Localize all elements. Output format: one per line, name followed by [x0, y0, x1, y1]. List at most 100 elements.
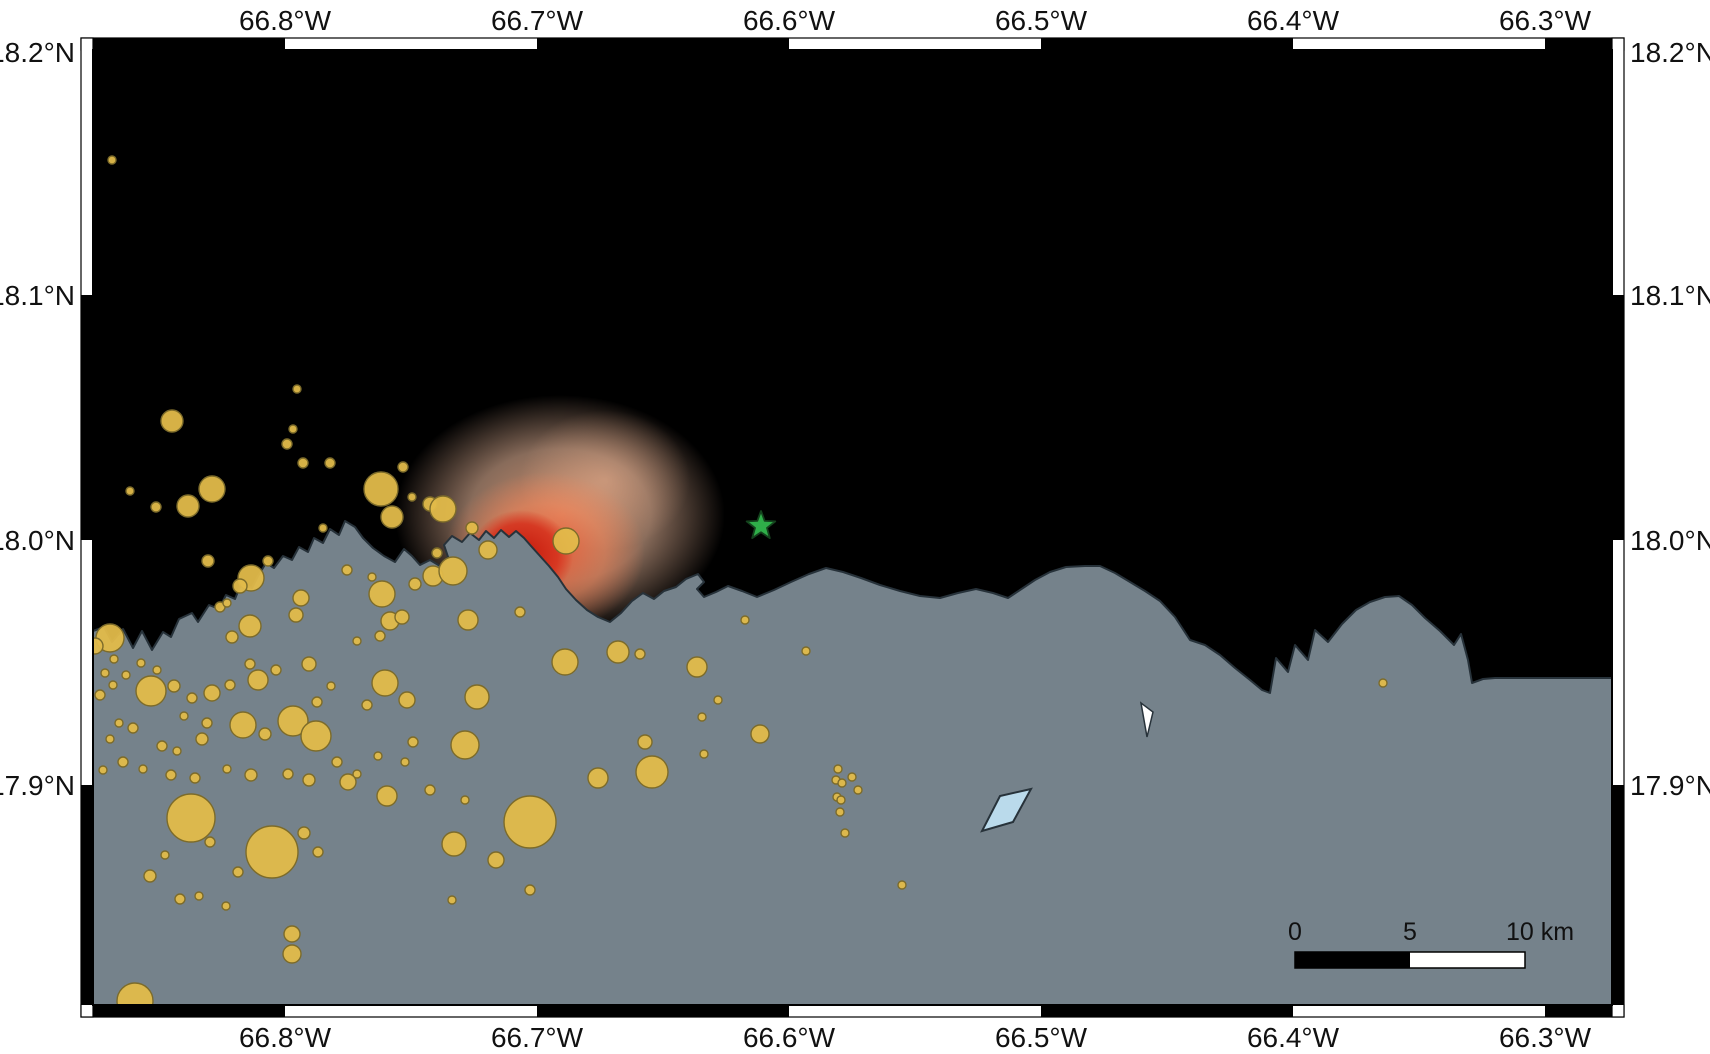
earthquake-marker [524, 884, 536, 896]
earthquake-marker [222, 598, 232, 608]
earthquake-marker [376, 785, 398, 807]
sea-polygon [93, 520, 1612, 1005]
earthquake-marker [281, 438, 293, 450]
earthquake-marker [282, 768, 294, 780]
frame-tick-segment [1545, 38, 1612, 50]
lon-tick-label-top: 66.6°W [743, 5, 836, 36]
earthquake-marker [465, 521, 479, 535]
frame-tick-segment [1041, 1005, 1293, 1017]
earthquake-marker [301, 656, 317, 672]
earthquake-marker [143, 869, 157, 883]
earthquake-marker [262, 555, 274, 567]
frame-tick-segment [93, 38, 285, 50]
earthquake-marker [408, 577, 422, 591]
earthquake-marker [277, 705, 309, 737]
lat-tick-label-left: 18.2°N [0, 37, 75, 68]
frame-tick-segment [81, 785, 93, 1005]
earthquake-marker [297, 457, 309, 469]
earthquake-marker [552, 527, 580, 555]
sea-layer [93, 520, 1612, 1005]
earthquake-marker [135, 675, 167, 707]
earthquake-marker [740, 615, 750, 625]
earthquake-marker [394, 609, 410, 625]
earthquake-marker [637, 734, 653, 750]
earthquake-marker [94, 689, 106, 701]
earthquake-marker [201, 554, 215, 568]
data-gap-sliver [1139, 701, 1154, 738]
frame-tick-segment [93, 1005, 285, 1017]
earthquake-marker [204, 836, 216, 848]
earthquake-marker [244, 658, 256, 670]
earthquake-marker [478, 540, 498, 560]
earthquake-marker [98, 765, 108, 775]
earthquake-marker [352, 636, 362, 646]
earthquake-marker [114, 718, 124, 728]
earthquake-marker [283, 925, 301, 943]
earthquake-marker [125, 486, 135, 496]
earthquake-marker [232, 866, 244, 878]
lon-tick-label-bottom: 66.4°W [1247, 1022, 1340, 1053]
earthquake-marker [853, 785, 863, 795]
earthquake-marker [373, 751, 383, 761]
earthquake-marker [311, 696, 323, 708]
earthquake-marker [245, 825, 299, 879]
earthquake-marker [398, 691, 416, 709]
earthquake-marker [288, 424, 298, 434]
earthquake-marker [297, 826, 311, 840]
earthquake-marker [152, 665, 162, 675]
earthquake-marker [847, 772, 857, 782]
earthquake-marker [186, 692, 198, 704]
earthquake-marker [150, 501, 162, 513]
earthquake-marker [165, 769, 177, 781]
earthquake-marker [224, 679, 236, 691]
earthquake-marker [195, 732, 209, 746]
earthquake-marker [713, 695, 723, 705]
earthquake-marker [341, 564, 353, 576]
scalebar-label: 5 [1403, 918, 1417, 946]
earthquake-marker [487, 851, 505, 869]
earthquake-marker [450, 730, 480, 760]
earthquake-marker [836, 795, 846, 805]
earthquake-marker [176, 494, 200, 518]
lon-tick-label-top: 66.8°W [239, 5, 332, 36]
earthquake-marker [424, 784, 436, 796]
earthquake-marker [116, 982, 154, 1005]
lat-tick-label-left: 17.9°N [0, 770, 75, 801]
earthquake-marker [222, 764, 232, 774]
earthquake-marker [127, 722, 139, 734]
earthquake-marker [367, 572, 377, 582]
mainshock-star-icon [745, 510, 777, 539]
earthquake-marker [107, 155, 117, 165]
earthquake-marker [457, 609, 479, 631]
earthquake-marker [318, 523, 328, 533]
earthquake-marker [397, 461, 409, 473]
earthquake-marker [166, 793, 216, 843]
earthquake-marker [189, 772, 201, 784]
earthquake-marker [232, 578, 248, 594]
earthquake-marker [93, 637, 104, 655]
lon-tick-label-top: 66.5°W [995, 5, 1088, 36]
map-content: 0 5 10 km [93, 50, 1612, 1005]
earthquake-marker [503, 795, 557, 849]
earthquake-marker [282, 944, 302, 964]
lon-tick-label-bottom: 66.8°W [239, 1022, 332, 1053]
earthquake-marker [339, 773, 357, 791]
earthquake-marker [587, 767, 609, 789]
earthquake-marker [368, 580, 396, 608]
lon-tick-label-top: 66.3°W [1499, 5, 1592, 36]
lon-tick-label-bottom: 66.3°W [1499, 1022, 1592, 1053]
earthquake-marker [606, 640, 630, 664]
earthquake-marker [201, 717, 213, 729]
earthquake-marker [288, 607, 304, 623]
earthquake-marker [225, 630, 239, 644]
scalebar-black-segment [1295, 952, 1410, 968]
earthquake-marker [138, 764, 148, 774]
lat-tick-label-right: 18.2°N [1630, 37, 1710, 68]
lat-tick-label-right: 18.0°N [1630, 525, 1710, 556]
earthquake-marker [400, 757, 410, 767]
earthquake-marker [352, 769, 362, 779]
lat-tick-label-left: 18.0°N [0, 525, 75, 556]
earthquake-marker [634, 648, 646, 660]
earthquake-marker [699, 749, 709, 759]
